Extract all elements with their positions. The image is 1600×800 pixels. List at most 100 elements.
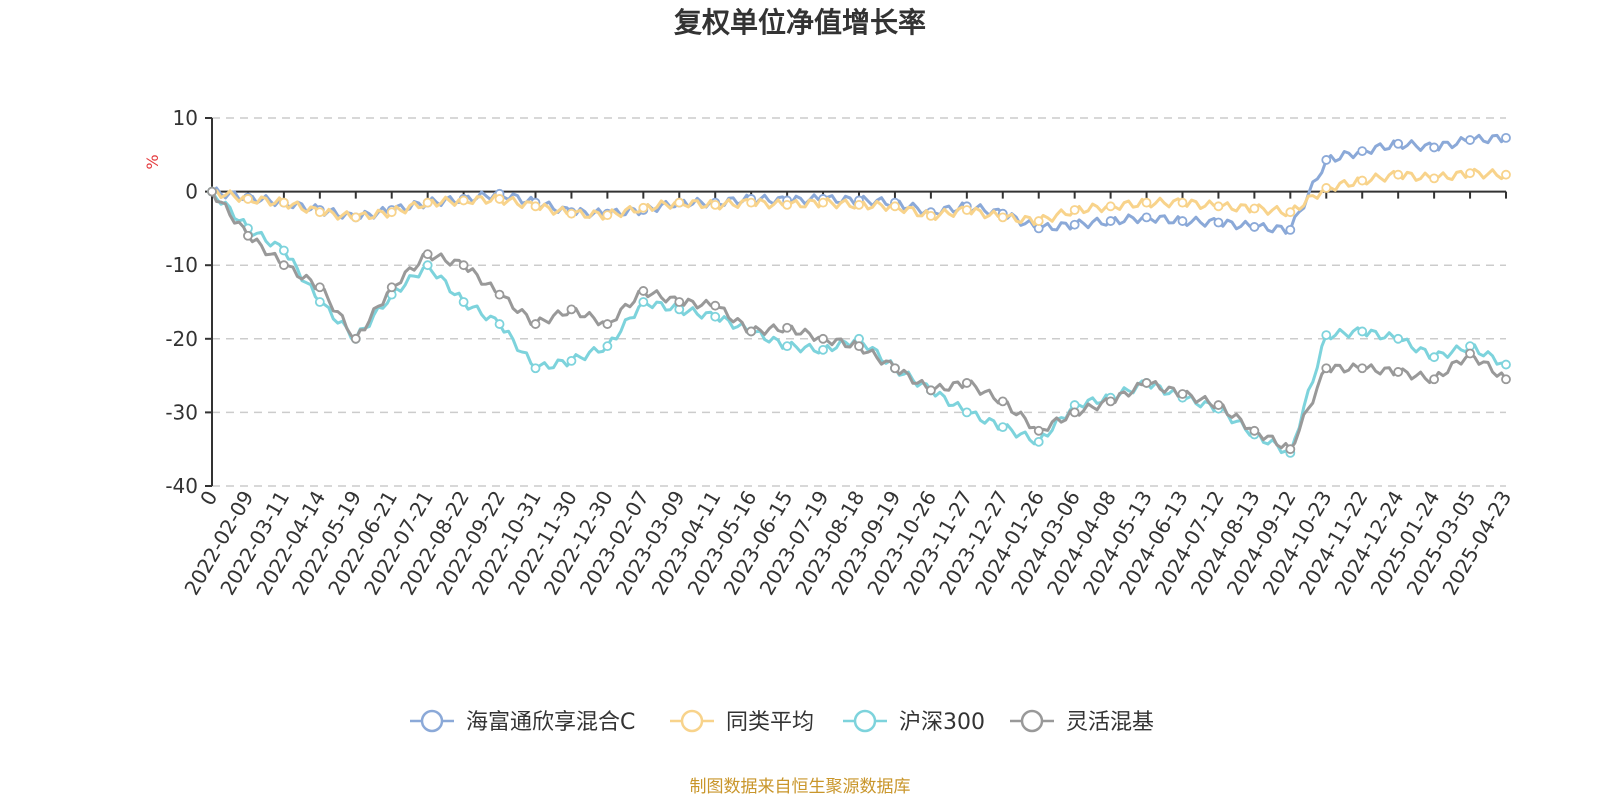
data-point [1033, 216, 1044, 226]
y-tick-label: -40 [165, 474, 198, 498]
legend-swatch-marker [1020, 709, 1044, 733]
data-point [278, 260, 289, 271]
data-point [710, 300, 721, 311]
data-point [961, 407, 972, 418]
data-point [566, 355, 577, 366]
data-point [243, 194, 253, 204]
data-point [674, 197, 685, 208]
data-point [638, 297, 649, 307]
series-line [210, 190, 1508, 451]
data-point [997, 396, 1008, 407]
data-point [890, 201, 900, 212]
y-tick-label: -20 [165, 327, 198, 351]
data-point [1141, 212, 1152, 223]
data-point [782, 199, 793, 210]
data-point [1105, 396, 1116, 407]
data-point [1105, 216, 1116, 226]
data-point [710, 199, 721, 210]
data-point [566, 208, 577, 219]
data-point [961, 205, 972, 215]
data-point [638, 286, 649, 296]
legend-swatch-marker [680, 709, 704, 733]
series-lines [207, 132, 1511, 458]
data-point [1033, 425, 1044, 436]
legend-item[interactable]: 海富通欣享混合C [410, 709, 635, 735]
y-tick-label: 0 [185, 180, 198, 204]
data-point [494, 289, 505, 300]
data-point [1069, 407, 1080, 418]
data-point [1501, 169, 1511, 180]
data-point [1141, 197, 1152, 208]
legend-item[interactable]: 沪深300 [843, 709, 985, 735]
y-tick-labels: 10 0 -10 -20 -30 -40 [165, 106, 212, 498]
data-point [530, 201, 541, 212]
data-point [602, 319, 613, 329]
series-group [207, 167, 1511, 226]
legend-label: 海富通欣享混合C [466, 710, 635, 735]
data-point [1141, 378, 1152, 388]
data-point [1177, 216, 1188, 226]
data-point [1429, 142, 1440, 153]
series-line [210, 190, 1508, 455]
data-point [314, 207, 325, 218]
data-point [818, 197, 828, 208]
legend-swatch-marker [420, 709, 444, 733]
data-point [818, 344, 828, 355]
data-point [314, 297, 325, 307]
data-point [1357, 363, 1368, 374]
series-group [207, 186, 1511, 458]
data-source-note: 制图数据来自恒生聚源数据库 [690, 777, 911, 797]
data-point [1249, 203, 1260, 214]
data-point [746, 197, 757, 208]
x-tick-label: 0 [195, 487, 222, 510]
data-point [1465, 348, 1475, 359]
data-point [530, 363, 541, 374]
axes [211, 118, 1506, 486]
data-point [961, 378, 972, 388]
y-tick-label: -10 [165, 253, 198, 277]
data-point [494, 194, 505, 204]
data-point [1357, 326, 1368, 337]
data-point [1069, 205, 1080, 215]
data-point [782, 322, 793, 333]
data-point [422, 249, 433, 260]
data-point [1465, 168, 1475, 179]
data-point [458, 297, 469, 307]
data-point [854, 199, 864, 210]
data-point [818, 333, 828, 344]
data-point [1357, 146, 1368, 157]
series-line [210, 133, 1508, 235]
series-group [207, 186, 1511, 455]
legend-item[interactable]: 同类平均 [670, 709, 814, 735]
y-tick-label: -30 [165, 400, 198, 424]
data-point [890, 363, 900, 374]
data-point [1285, 224, 1296, 235]
data-point [494, 319, 505, 329]
data-point [746, 326, 757, 337]
data-point [602, 341, 613, 352]
chart-title: 复权单位净值增长率 [674, 6, 926, 39]
legend-item[interactable]: 灵活混基 [1010, 709, 1154, 735]
data-point [1501, 359, 1511, 370]
data-point [1393, 169, 1404, 180]
data-point [854, 341, 864, 352]
data-point [997, 422, 1008, 433]
data-point [530, 319, 541, 329]
data-point [1501, 374, 1511, 385]
data-point [710, 311, 721, 322]
data-point [1069, 219, 1080, 230]
data-point [1033, 436, 1044, 447]
data-point [1105, 201, 1116, 212]
data-point [1501, 132, 1511, 143]
data-point [1285, 207, 1296, 218]
data-point [1465, 135, 1475, 145]
data-point [1213, 201, 1224, 212]
data-point [1285, 444, 1296, 455]
data-point [386, 282, 397, 293]
legend-label: 沪深300 [899, 710, 985, 735]
data-point [386, 207, 397, 218]
data-point [1429, 374, 1440, 385]
data-point [1213, 217, 1224, 228]
